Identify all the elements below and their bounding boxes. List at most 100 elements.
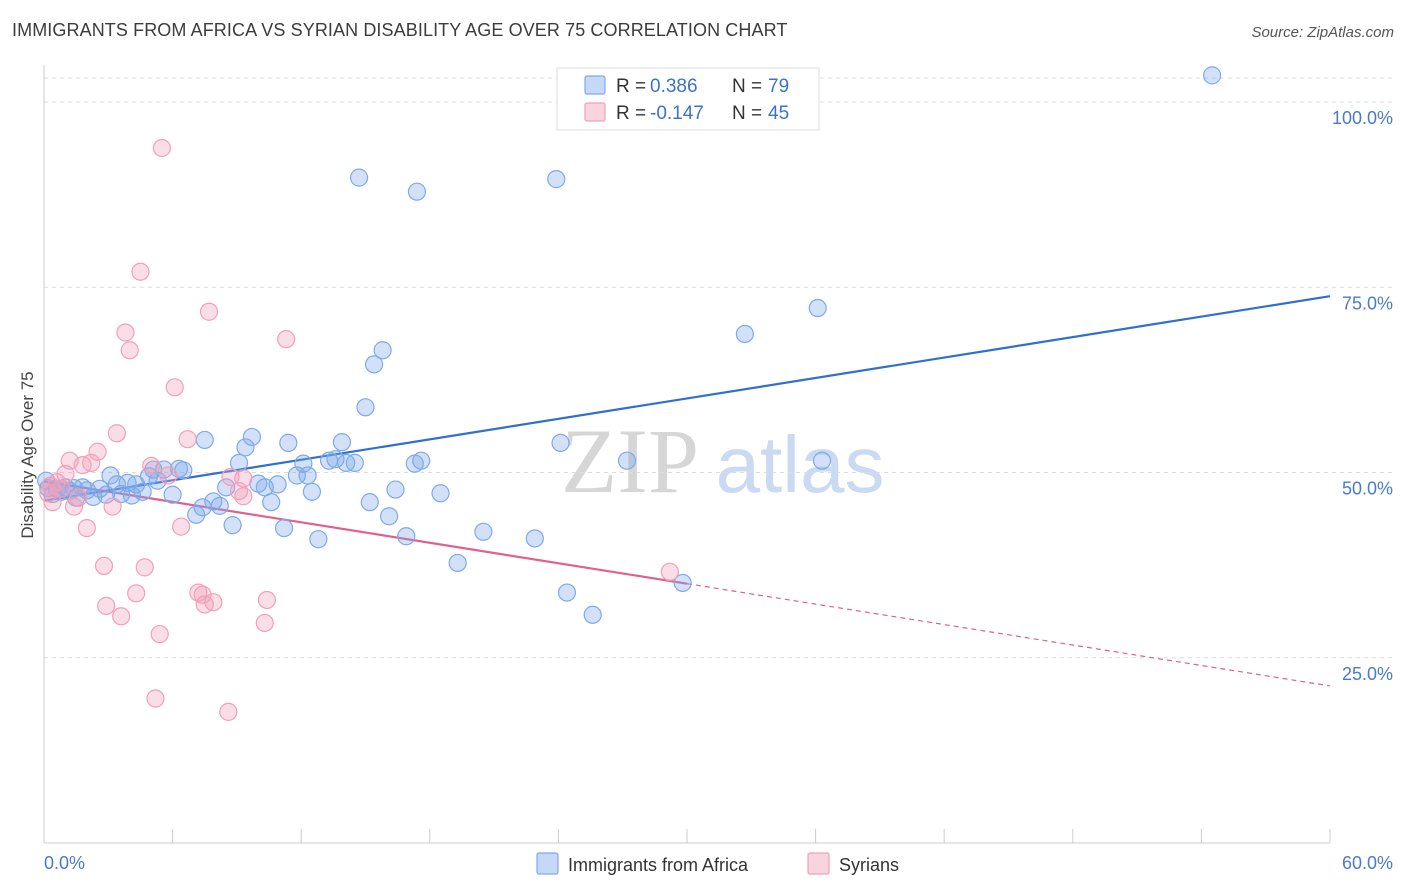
bottom-legend-label: Syrians [839, 855, 899, 875]
data-point-series-1 [94, 556, 114, 575]
data-point-series-1 [69, 488, 88, 507]
grid-lines [44, 77, 1392, 659]
legend-n-value: 79 [768, 76, 789, 97]
data-point-series-0 [122, 486, 141, 505]
data-point-series-0 [127, 475, 146, 494]
data-point-series-0 [64, 478, 84, 498]
axes [43, 65, 1331, 844]
data-point-series-0 [133, 482, 152, 501]
data-point-series-1 [234, 487, 253, 506]
data-point-series-1 [199, 302, 219, 321]
data-point-series-1 [178, 430, 197, 449]
legend-n-value: 45 [768, 103, 789, 124]
bottom-legend-swatch [807, 852, 830, 875]
data-point-series-0 [210, 496, 229, 515]
data-point-series-1 [64, 497, 84, 516]
data-point-series-0 [735, 324, 754, 344]
data-point-series-1 [112, 607, 131, 626]
data-point-series-0 [356, 398, 375, 417]
data-point-series-1 [146, 689, 165, 708]
data-point-series-1 [255, 613, 274, 633]
data-point-series-0 [268, 475, 287, 494]
data-point-series-1 [152, 138, 171, 158]
y-tick-label: 50.0% [1342, 479, 1393, 499]
data-point-series-0 [551, 433, 570, 452]
data-point-series-1 [234, 469, 253, 488]
legend-r-label: R = [616, 76, 646, 97]
data-point-series-0 [808, 298, 827, 318]
legend: R = 0.386 N = 79 R = -0.147 N = 45 [556, 67, 820, 131]
x-tick-label-max: 60.0% [1342, 853, 1393, 873]
y-tick-label: 25.0% [1342, 664, 1393, 684]
bottom-legend-label: Immigrants from Africa [568, 855, 749, 875]
data-point-series-1 [277, 330, 296, 349]
data-point-series-1 [204, 593, 223, 612]
data-point-series-0 [242, 427, 262, 447]
data-point-series-1 [257, 590, 277, 610]
data-point-series-1 [82, 453, 101, 472]
data-point-series-1 [219, 702, 238, 721]
trend-line-series-0 [43, 295, 1331, 502]
data-point-series-0 [163, 485, 182, 504]
data-point-series-1 [131, 262, 150, 281]
legend-n-label: N = [732, 103, 762, 124]
data-point-series-0 [309, 530, 328, 549]
data-point-series-0 [349, 168, 369, 187]
legend-swatch [584, 102, 606, 122]
data-point-series-0 [448, 553, 467, 573]
legend-box [556, 67, 820, 131]
trend-line-dashed-series-1 [686, 583, 1331, 687]
data-point-series-0 [326, 450, 345, 469]
data-point-series-0 [274, 518, 294, 538]
x-tick-labels: 0.0% 60.0% [44, 853, 1393, 873]
legend-r-value: 0.386 [650, 76, 698, 97]
y-tick-label: 75.0% [1342, 293, 1393, 313]
data-point-series-0 [262, 493, 281, 512]
data-point-series-0 [617, 451, 637, 470]
data-point-series-0 [397, 527, 416, 546]
legend-swatch [584, 75, 606, 95]
data-point-series-0 [302, 482, 322, 501]
data-point-series-0 [673, 573, 692, 593]
data-point-series-0 [101, 466, 120, 485]
data-point-series-0 [547, 170, 566, 189]
source-label: Source: ZipAtlas.com [1251, 24, 1394, 41]
x-tick-label-min: 0.0% [44, 853, 85, 873]
data-point-series-1 [127, 584, 146, 603]
bottom-legend-swatch [536, 852, 559, 875]
data-point-series-0 [294, 454, 313, 473]
data-point-series-1 [193, 585, 212, 604]
data-point-series-1 [159, 466, 178, 485]
data-point-series-1 [77, 518, 96, 538]
data-point-series-1 [41, 476, 60, 495]
legend-r-value: -0.147 [650, 103, 704, 124]
data-point-series-0 [332, 433, 352, 452]
data-point-series-0 [1203, 66, 1222, 85]
data-point-series-0 [360, 493, 379, 512]
data-point-series-0 [474, 522, 493, 541]
legend-r-label: R = [616, 103, 646, 124]
data-point-series-0 [373, 341, 392, 360]
trend-line-series-1 [43, 480, 688, 585]
data-point-series-1 [88, 442, 107, 461]
bottom-legend: Immigrants from Africa Syrians [536, 852, 899, 875]
data-point-series-0 [431, 484, 450, 503]
data-point-series-1 [52, 479, 71, 498]
data-point-series-0 [812, 451, 832, 470]
data-point-series-1 [107, 424, 126, 443]
watermark: ZIP atlas [561, 410, 884, 512]
data-point-series-1 [120, 341, 139, 360]
legend-n-label: N = [732, 76, 762, 97]
chart-title: IMMIGRANTS FROM AFRICA VS SYRIAN DISABIL… [12, 20, 788, 40]
data-point-series-1 [172, 517, 191, 536]
data-point-series-0 [223, 516, 242, 535]
data-point-series-1 [135, 558, 154, 577]
scatter-points [37, 66, 1222, 721]
data-point-series-0 [298, 466, 317, 485]
data-point-series-1 [660, 562, 679, 581]
data-point-series-1 [97, 596, 116, 615]
y-tick-label: 100.0% [1332, 108, 1393, 128]
watermark-atlas: atlas [716, 420, 885, 509]
y-axis-label: Disability Age Over 75 [18, 371, 37, 538]
